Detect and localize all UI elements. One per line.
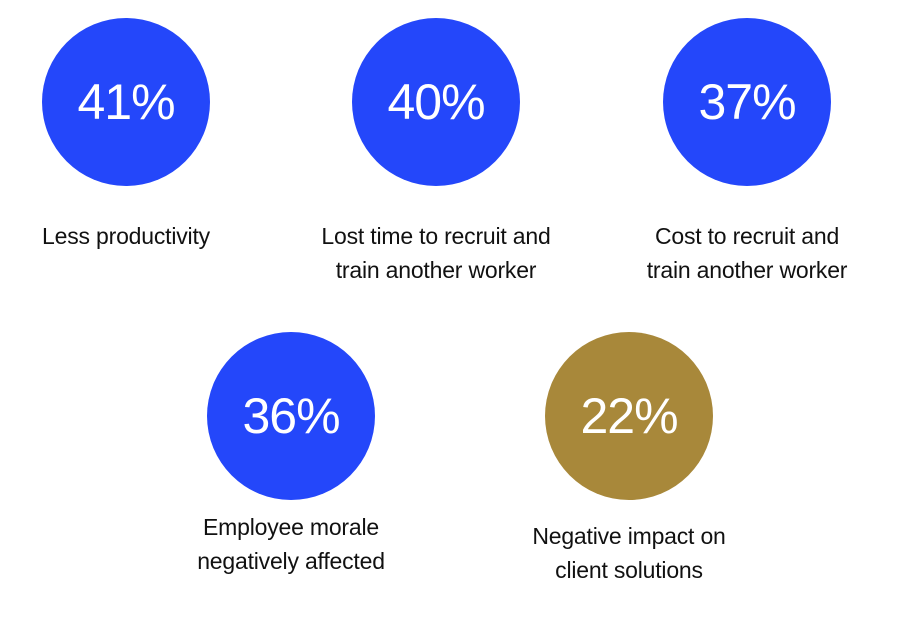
stat-label-line: train another worker: [335, 257, 537, 283]
stat-cost-to-recruit: 37% Cost to recruit and train another wo…: [597, 18, 897, 287]
stat-lost-time: 40% Lost time to recruit and train anoth…: [286, 18, 586, 287]
stat-value: 36%: [242, 388, 340, 444]
stat-circle: 36%: [207, 332, 375, 500]
stat-label-line: Employee morale: [203, 514, 379, 540]
stat-label-line: negatively affected: [197, 548, 385, 574]
stat-value: 37%: [698, 74, 796, 130]
stat-label-line: Negative impact on: [532, 523, 726, 549]
stat-label-line: client solutions: [555, 557, 703, 583]
stat-circle: 22%: [545, 332, 713, 500]
stat-label-line: Less productivity: [42, 223, 210, 249]
stat-label-line: train another worker: [646, 257, 848, 283]
stat-less-productivity: 41% Less productivity: [0, 18, 276, 253]
stat-label: Employee morale negatively affected: [141, 510, 441, 578]
stat-circle: 40%: [352, 18, 520, 186]
stat-label: Less productivity: [0, 219, 276, 253]
stat-value: 40%: [387, 74, 485, 130]
stat-label: Lost time to recruit and train another w…: [286, 219, 586, 287]
stat-value: 41%: [77, 74, 175, 130]
stat-label-line: Lost time to recruit and: [321, 223, 551, 249]
stat-employee-morale: 36% Employee morale negatively affected: [141, 332, 441, 578]
stat-circle: 37%: [663, 18, 831, 186]
stat-value: 22%: [580, 388, 678, 444]
stat-label: Cost to recruit and train another worker: [597, 219, 897, 287]
stat-label-line: Cost to recruit and: [654, 223, 840, 249]
stat-label: Negative impact on client solutions: [479, 519, 779, 587]
stat-circle: 41%: [42, 18, 210, 186]
stat-negative-impact: 22% Negative impact on client solutions: [479, 332, 779, 587]
